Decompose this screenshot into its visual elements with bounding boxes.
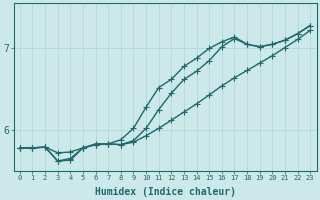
X-axis label: Humidex (Indice chaleur): Humidex (Indice chaleur) <box>94 186 236 197</box>
